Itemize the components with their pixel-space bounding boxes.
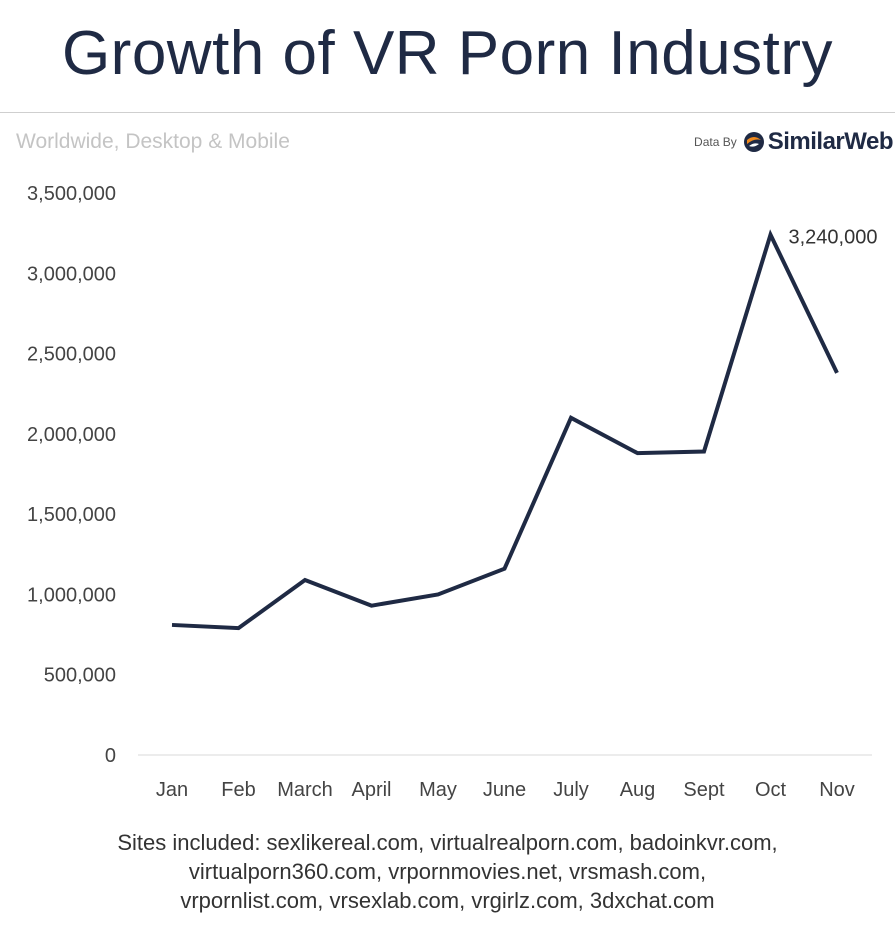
x-tick-label: July (553, 779, 589, 801)
x-tick-label: Jan (156, 779, 188, 801)
similarweb-logo-icon (743, 132, 764, 152)
x-tick-label: June (483, 779, 526, 801)
data-by-label: Data By (694, 135, 737, 149)
y-tick-label: 3,500,000 (27, 183, 116, 205)
x-tick-label: Aug (620, 779, 656, 801)
y-tick-label: 500,000 (44, 665, 116, 687)
footnote-line: virtualporn360.com, vrpornmovies.net, vr… (188, 859, 707, 884)
footnote-line: Sites included: sexlikereal.com, virtual… (117, 830, 778, 855)
chart-subtitle: Worldwide, Desktop & Mobile (16, 130, 290, 153)
data-attribution: Data By SimilarWeb (694, 128, 893, 156)
data-label-peak: 3,240,000 (789, 227, 878, 249)
x-tick-label: March (277, 779, 333, 801)
sites-footnote: Sites included: sexlikereal.com, virtual… (0, 828, 895, 915)
y-tick-label: 1,000,000 (27, 584, 116, 606)
x-tick-label: Sept (683, 779, 725, 801)
x-tick-label: Nov (819, 779, 855, 801)
title-divider (0, 112, 895, 113)
brand-name: SimilarWeb (767, 128, 894, 155)
series-layer (171, 229, 839, 631)
annotation-layer: 3,240,000 (789, 227, 878, 249)
series-line (171, 229, 839, 631)
y-tick-label: 0 (105, 745, 116, 767)
footnote-line: vrpornlist.com, vrsexlab.com, vrgirlz.co… (180, 888, 715, 913)
y-tick-label: 2,500,000 (27, 344, 116, 366)
x-tick-label: Feb (221, 779, 255, 801)
chart-title: Growth of VR Porn Industry (61, 19, 834, 88)
y-tick-label: 3,000,000 (27, 263, 116, 285)
x-axis: Jan Feb March April May June July Aug Sept Oct Nov (156, 779, 855, 801)
x-tick-label: April (351, 779, 391, 801)
y-axis: 0 500,000 1,000,000 1,500,000 2,000,000 2,500… (27, 183, 116, 767)
y-tick-label: 2,000,000 (27, 424, 116, 446)
y-tick-label: 1,500,000 (27, 504, 116, 526)
line-chart: 0 500,000 1,000,000 1,500,000 2,000,000 2,500… (27, 183, 878, 801)
x-tick-label: Oct (755, 779, 787, 801)
x-tick-label: May (419, 779, 457, 801)
